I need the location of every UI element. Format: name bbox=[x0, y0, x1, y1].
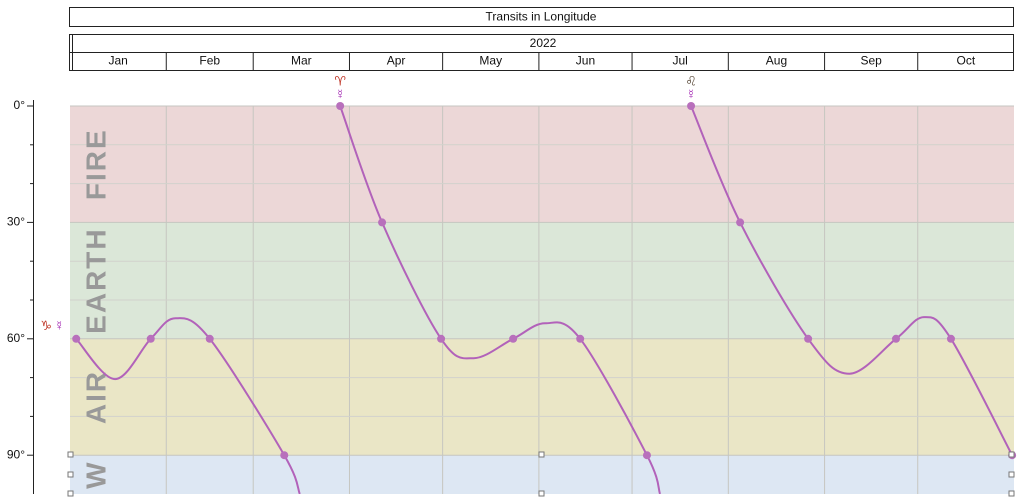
month-label: Jun bbox=[576, 54, 595, 68]
band-label: EARTH bbox=[80, 227, 111, 333]
handle bbox=[1008, 471, 1015, 478]
ingress-marker bbox=[804, 334, 813, 343]
band-label: W bbox=[80, 460, 111, 488]
element-band bbox=[70, 455, 1014, 494]
month-label: Mar bbox=[291, 54, 312, 68]
ingress-marker bbox=[687, 102, 696, 110]
glyph-annotation: ♌ bbox=[685, 73, 697, 88]
month-label: Oct bbox=[957, 54, 976, 68]
band-label: AIR bbox=[80, 370, 111, 424]
month-label: Feb bbox=[199, 54, 220, 68]
month-label: Aug bbox=[766, 54, 787, 68]
year-label: 2022 bbox=[530, 36, 557, 50]
handle bbox=[1008, 490, 1015, 497]
selection-handles bbox=[67, 451, 1015, 497]
ingress-marker bbox=[336, 102, 345, 110]
title-box bbox=[69, 7, 1014, 27]
ingress-marker bbox=[205, 334, 214, 343]
y-tick-label: 30° bbox=[7, 215, 25, 229]
element-band bbox=[70, 222, 1014, 339]
ingress-marker bbox=[437, 334, 446, 343]
month-label: Jan bbox=[108, 54, 127, 68]
month-label: Jul bbox=[673, 54, 688, 68]
month-label: Sep bbox=[860, 54, 882, 68]
glyph-annotation: ☿ bbox=[54, 318, 64, 333]
ingress-marker bbox=[280, 451, 289, 460]
glyph-annotation: ♈ bbox=[334, 73, 346, 88]
handle bbox=[67, 451, 74, 458]
band-labels: FIRE EARTH AIR W bbox=[80, 128, 111, 489]
glyph-annotation: ☿ bbox=[335, 86, 345, 101]
y-tick-label: 60° bbox=[7, 331, 25, 345]
glyph-annotation: ☿ bbox=[686, 86, 696, 101]
ingress-marker bbox=[892, 334, 900, 343]
glyph-annotation: ♑ bbox=[40, 318, 52, 333]
chart-title: Transits in Longitude bbox=[486, 10, 597, 24]
ingress-marker bbox=[736, 218, 745, 227]
overlay: ♑ ☿♈☿♌☿ bbox=[40, 73, 1017, 460]
month-label: May bbox=[479, 54, 502, 68]
grid bbox=[70, 105, 1014, 494]
y-tick-label: 90° bbox=[7, 447, 25, 461]
y-tick-label: 0° bbox=[14, 98, 26, 112]
element-band bbox=[70, 338, 1014, 456]
ingress-marker bbox=[509, 334, 518, 343]
ingress-marker bbox=[946, 334, 955, 343]
element-band bbox=[70, 106, 1014, 223]
ingress-marker bbox=[576, 334, 585, 343]
handle bbox=[538, 490, 545, 497]
handle bbox=[538, 451, 545, 458]
month-label: Apr bbox=[387, 54, 406, 68]
handle bbox=[67, 471, 74, 478]
ingress-marker bbox=[378, 218, 387, 227]
handle bbox=[1008, 451, 1015, 458]
bands bbox=[70, 106, 1014, 494]
ingress-marker bbox=[642, 451, 651, 460]
band-label: FIRE bbox=[80, 128, 111, 200]
ingress-marker bbox=[146, 334, 155, 343]
ingress-marker bbox=[72, 334, 81, 343]
handle bbox=[67, 490, 74, 497]
